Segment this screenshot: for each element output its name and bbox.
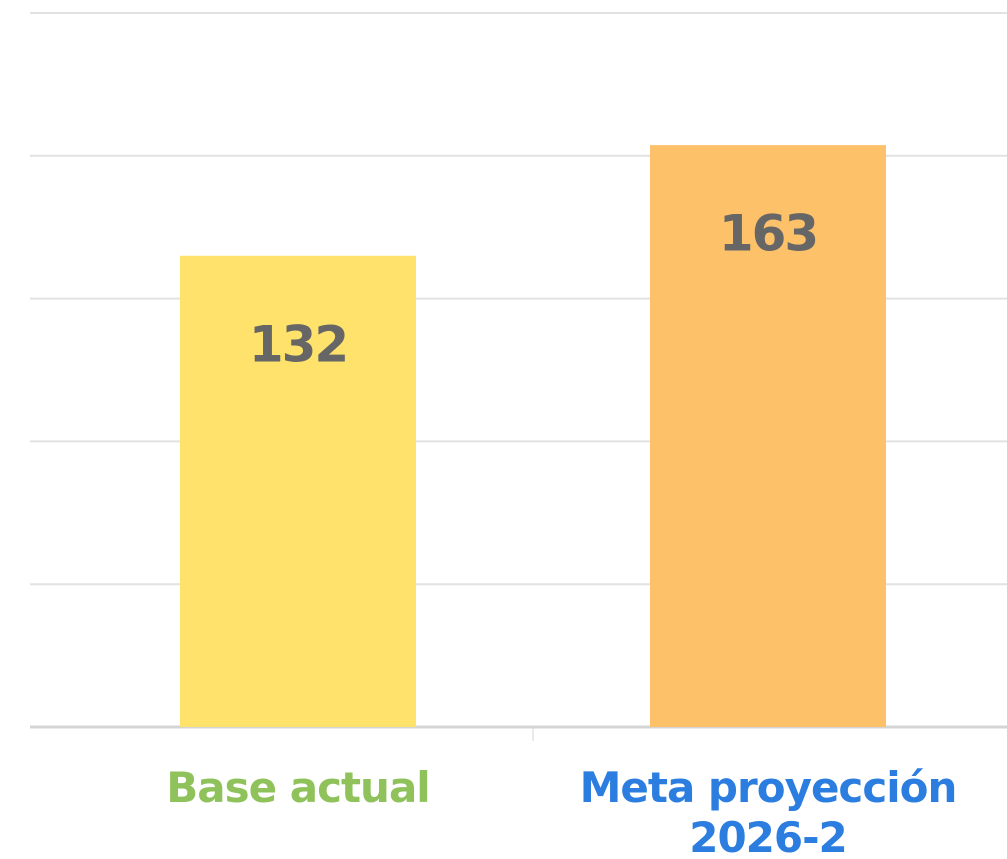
bar [180, 255, 416, 727]
bar [650, 145, 886, 728]
x-tick-label: Meta proyección 2026-2 [579, 763, 958, 859]
value-label: 132 [249, 315, 347, 373]
value-label: 163 [719, 205, 817, 263]
x-tick-label: Base actual [166, 763, 430, 812]
